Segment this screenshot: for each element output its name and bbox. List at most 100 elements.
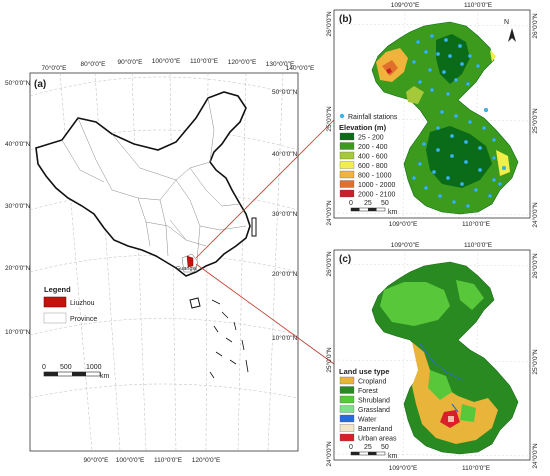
scale-c-unit: km (388, 453, 398, 460)
legend-title: Legend (44, 285, 71, 294)
rainfall-station (459, 61, 465, 67)
panel-a-left-ticks: 50°0'0"N 40°0'0"N 30°0'0"N 20°0'0"N 10°0'0"N (5, 79, 31, 336)
liuzhou-region (186, 255, 194, 268)
rainfall-station (411, 175, 417, 181)
panel-a-right-ticks: 50°0'0"N 40°0'0"N 30°0'0"N 20°0'0"N 10°0'0"N (272, 88, 298, 342)
guangxi-label: Guangxi (176, 266, 197, 272)
landuse-class-label-2: Shrubland (358, 398, 390, 405)
station-legend-label: Rainfall stations (348, 114, 398, 121)
rainfall-station (477, 145, 483, 151)
rainfall-station (441, 69, 447, 75)
rainfall-station (439, 109, 445, 115)
rainfall-station (429, 33, 435, 39)
scale-c-50: 50 (381, 444, 389, 451)
panel-a-bottom-ticks: 90°0'0"E 100°0'0"E 110°0'0"E 120°0'0"E (84, 456, 221, 464)
c-right-tick-2: 24°0'0"N (531, 443, 539, 469)
rainfall-station (497, 181, 503, 187)
c-left-tick-1: 25°0'0"N (325, 347, 333, 373)
rainfall-station (477, 167, 483, 173)
b-left-tick-0: 26°0'0"N (325, 11, 333, 37)
elev-low-basin (426, 126, 492, 188)
north-label: N (504, 19, 509, 26)
rainfall-station (427, 67, 433, 73)
elevation-class-label-0: 25 - 200 (358, 135, 384, 142)
b-bottom-tick-0: 109°0'0"E (389, 220, 418, 228)
rainfall-station (457, 43, 463, 49)
north-arrow-icon (508, 28, 516, 42)
connector-to-c (195, 263, 335, 365)
b-left-tick-2: 24°0'0"N (325, 200, 333, 226)
rainfall-station (465, 81, 471, 87)
rainfall-station (449, 133, 455, 139)
panel-b-bottom-ticks: 109°0'0"E 110°0'0"E (389, 220, 491, 228)
panel-a-graticule (29, 72, 299, 452)
scale-c-0: 0 (349, 444, 353, 451)
rainfall-station (431, 169, 437, 175)
scale-a-unit: km (100, 373, 110, 380)
c-top-tick-1: 110°0'0"E (464, 241, 493, 249)
landuse-class-label-6: Urban areas (358, 436, 397, 443)
a-bottom-tick-3: 120°0'0"E (192, 456, 221, 464)
elevation-class-swatch-5 (339, 180, 355, 188)
rainfall-station (445, 175, 451, 181)
scale-b-unit: km (388, 209, 398, 216)
elev-mid-patch (406, 86, 424, 104)
rainfall-station (467, 53, 473, 59)
landuse-legend-title: Land use type (339, 367, 389, 376)
c-left-tick-0: 26°0'0"N (325, 251, 333, 277)
scale-b-50: 50 (381, 200, 389, 207)
a-right-tick-1: 40°0'0"N (272, 150, 298, 158)
rainfall-station (491, 155, 497, 161)
elevation-class-label-6: 2000 - 2100 (358, 192, 395, 199)
legend-label-province: Province (70, 316, 97, 323)
a-top-tick-3: 100°0'0"E (152, 57, 181, 65)
panel-a-label: (a) (34, 79, 46, 90)
panel-a-scalebar: 0 500 1000 km (42, 364, 110, 380)
a-top-tick-6: 130°0'0"E (266, 60, 295, 68)
rainfall-station (483, 107, 489, 113)
panel-a-top-ticks: 70°0'0"E 80°0'0"E 90°0'0"E 100°0'0"E 110°0'0… (42, 57, 315, 72)
rainfall-station (501, 165, 507, 171)
a-right-tick-4: 10°0'0"N (272, 334, 298, 342)
a-left-tick-4: 10°0'0"N (5, 328, 31, 336)
rainfall-station (411, 59, 417, 65)
landuse-class-swatch-3 (339, 405, 355, 413)
panel-b: (b) N 109°0'0"E 110°0'0"E 109°0'0"E 110°0'… (325, 1, 539, 228)
c-right-tick-1: 25°0'0"N (531, 349, 539, 375)
panel-a-legend: Legend Liuzhou Province (43, 285, 97, 324)
landuse-class-swatch-4 (339, 414, 355, 423)
rainfall-station (475, 63, 481, 69)
panel-b-left-ticks: 26°0'0"N 25°0'0"N 24°0'0"N (325, 11, 333, 226)
rainfall-station (449, 153, 455, 159)
rainfall-station (491, 137, 497, 143)
scale-b-25: 25 (364, 200, 372, 207)
panel-b-scalebar: 0 25 50 km (349, 200, 398, 216)
a-top-tick-5: 120°0'0"E (228, 58, 257, 66)
panel-c: (c) 109°0'0"E 110°0'0"E 109°0'0"E 110°0'0"… (325, 241, 539, 472)
rainfall-station (423, 49, 429, 55)
panel-b-legend: Rainfall stations Elevation (m) 25 - 200… (339, 113, 398, 199)
scale-a-500: 500 (60, 364, 72, 371)
elevation-class-swatch-3 (339, 161, 355, 169)
rainfall-station (445, 91, 451, 97)
panel-c-label: (c) (339, 254, 351, 265)
rainfall-station (437, 193, 443, 199)
panel-c-legend: Land use type Cropland Forest Shrubland Gra… (339, 367, 397, 443)
landuse-river (451, 403, 459, 413)
elevation-class-swatch-2 (339, 151, 355, 160)
rainfall-station (421, 141, 427, 147)
a-top-tick-4: 110°0'0"E (190, 57, 219, 65)
elevation-class-swatch-6 (339, 189, 355, 198)
c-right-tick-0: 26°0'0"N (531, 253, 539, 279)
c-left-tick-2: 24°0'0"N (325, 441, 333, 467)
elevation-class-swatch-0 (339, 132, 355, 141)
a-top-tick-0: 70°0'0"E (42, 64, 68, 72)
rainfall-station (443, 37, 449, 43)
panel-c-right-ticks: 26°0'0"N 25°0'0"N 24°0'0"N (531, 253, 539, 469)
c-bottom-tick-0: 109°0'0"E (389, 464, 418, 472)
panel-c-scalebar: 0 25 50 km (349, 444, 398, 460)
landuse-class-label-0: Cropland (358, 379, 387, 386)
a-top-tick-1: 80°0'0"E (81, 60, 107, 68)
landuse-class-label-1: Forest (358, 388, 378, 395)
